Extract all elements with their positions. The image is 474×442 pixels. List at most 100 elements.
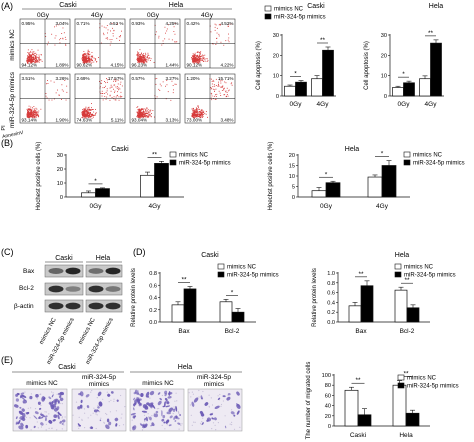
y-tick-label: 5 <box>292 185 295 191</box>
quadrant-value: 0.95% <box>22 21 35 26</box>
stained-cell <box>110 391 114 394</box>
y-tick-label: 0.2 <box>327 310 335 316</box>
bar <box>392 87 404 97</box>
flow-row-label-nc: mimics NC <box>9 29 16 61</box>
bar <box>322 49 334 97</box>
chart-title: Caski <box>111 146 129 153</box>
legend-label: miR-324-5p mimics <box>227 273 279 279</box>
panel-label-a: (A) <box>1 1 13 11</box>
stained-cell <box>149 390 155 396</box>
stained-cell <box>168 424 172 427</box>
flow-dose-header: 0Gy <box>37 12 50 19</box>
sig-marker: ** <box>404 277 410 284</box>
stained-cell <box>89 426 93 429</box>
stained-cell <box>133 415 137 419</box>
chart-title: Hela <box>429 3 444 10</box>
stained-cell <box>191 401 195 407</box>
stained-cell <box>165 400 169 404</box>
y-axis-label: Cell apoptosis (%) <box>256 41 262 90</box>
stained-cell <box>33 415 38 420</box>
stained-cell <box>222 395 226 398</box>
stained-cell <box>213 417 217 421</box>
y-tick-label: 10 <box>57 181 63 187</box>
x-tick-label: 4Gy <box>317 101 330 108</box>
stained-cell <box>18 410 24 415</box>
stained-cell <box>173 408 176 411</box>
chart-title: Hela <box>395 252 410 259</box>
y-axis-label: The number of migrated cells <box>306 362 312 440</box>
stained-cell <box>150 405 153 409</box>
flow-plot: 1.20% 15.71% 73.00% 3.48% <box>184 73 236 124</box>
blot-row-label-bcl2: Bcl-2 <box>19 285 34 292</box>
stained-cell <box>33 425 36 429</box>
y-axis-label: Hochest positive cells (%) <box>36 142 42 211</box>
flow-plot: 0.71% 4.52 % 90.62% 4.15% <box>74 18 126 69</box>
y-tick-label: 30 <box>273 33 279 39</box>
blot-band <box>105 267 121 275</box>
flow-plots: 0.95% 3.04% 94.12% 1.89% 0.71% 4.52 % 90.62% 4.… <box>19 18 236 124</box>
migration-image-label: mimics NC <box>142 380 174 387</box>
stained-cell <box>53 414 58 419</box>
stained-cell <box>134 399 138 404</box>
stained-cell <box>25 424 29 429</box>
stained-cell <box>224 425 227 429</box>
sig-marker: ** <box>403 371 409 378</box>
chart-hoechst-caski: 0 10 20 30 Hochest positive cells (%) Caski 0G… <box>36 142 231 211</box>
stained-cell <box>165 419 170 424</box>
legend-swatch <box>169 159 177 166</box>
migration-image-label-top: miR-324-5p <box>197 374 231 381</box>
legend: mimics NC miR-324-5p mimics <box>264 5 326 21</box>
stained-cell <box>108 421 112 426</box>
flow-dots <box>191 78 233 119</box>
blot-band <box>48 285 64 293</box>
stained-cell <box>29 395 33 400</box>
quadrant-value: 1.90% <box>55 118 68 123</box>
stained-cell <box>97 391 102 397</box>
legend-swatch <box>403 151 411 158</box>
quadrant-value: 94.12% <box>22 63 38 68</box>
chart-title: Caski <box>201 252 219 259</box>
stained-cell <box>59 420 62 424</box>
flow-dots <box>26 80 68 119</box>
stained-cell <box>48 396 52 400</box>
flow-dots <box>191 23 232 64</box>
legend-swatch <box>394 263 402 270</box>
stained-cell <box>37 401 41 405</box>
quadrant-value: 4.22% <box>220 63 233 68</box>
bar <box>403 82 415 97</box>
flow-dots <box>81 78 123 119</box>
y-tick-label: 0 <box>384 94 387 100</box>
panel-label-e: (E) <box>1 355 13 365</box>
stained-cell <box>175 405 178 412</box>
y-axis-label: Cell apoptosis (%) <box>364 41 370 90</box>
quadrant-value: 3.48% <box>220 118 233 123</box>
blot-band <box>88 268 104 274</box>
stained-cell <box>59 394 62 399</box>
x-tick-label: 4Gy <box>376 203 389 210</box>
stained-cell <box>59 397 64 402</box>
legend: mimics NC miR-324-5p mimics <box>169 151 231 167</box>
y-tick-label: 0 <box>292 195 295 201</box>
flow-col-header-hela: Hela <box>169 2 184 9</box>
blot-cell-line-hela: Hela <box>96 255 111 262</box>
y-tick-label: 30 <box>57 153 63 159</box>
migration-photo <box>129 388 185 432</box>
y-tick-label: 0.8 <box>327 281 335 287</box>
stained-cell <box>38 417 44 419</box>
stained-cell <box>51 394 54 398</box>
bar <box>95 188 110 198</box>
stained-cell <box>164 392 167 397</box>
bar <box>171 304 185 323</box>
quadrant-value: 4.15% <box>110 63 123 68</box>
stained-cell <box>143 417 147 421</box>
stained-cell <box>175 417 180 420</box>
bar <box>231 311 245 323</box>
stained-cell <box>164 397 168 401</box>
stained-cell <box>86 405 90 409</box>
chart-protein-caski: 0.0 0.2 0.4 0.6 0.8 Relative protein levels Ca… <box>131 252 279 335</box>
x-tick-label: Caski <box>350 432 366 439</box>
y-tick-label: 20 <box>381 53 387 59</box>
quadrant-value: 3.04% <box>55 21 68 26</box>
stained-cell <box>115 423 118 427</box>
legend-swatch <box>403 159 411 166</box>
